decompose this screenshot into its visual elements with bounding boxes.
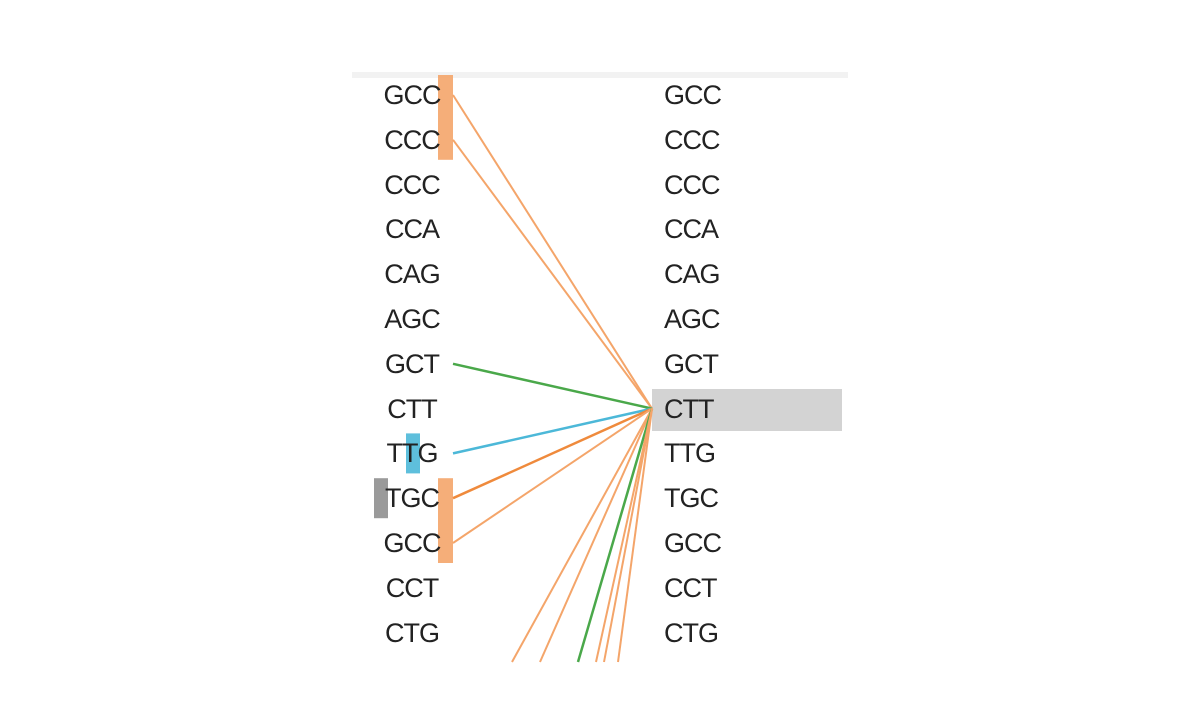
right-codon: AGC: [664, 304, 721, 334]
link-line: [452, 407, 653, 500]
top-band: [352, 72, 848, 78]
row-marker: [438, 478, 453, 563]
right-codon: CCC: [664, 124, 721, 155]
right-codon: CAG: [664, 259, 721, 290]
left-codon: CTT: [387, 393, 437, 424]
link-line: [452, 94, 653, 410]
left-codon: CCC: [384, 169, 441, 200]
right-codon: CCA: [664, 214, 719, 245]
link-line: [452, 139, 653, 410]
left-codon: CCC: [384, 124, 441, 155]
row-marker: [406, 433, 420, 474]
link-line: [452, 407, 653, 544]
left-codon: CAG: [384, 259, 441, 290]
left-codon: GCC: [383, 528, 442, 558]
row-marker: [438, 75, 453, 160]
link-line-offscreen: [539, 408, 653, 663]
link-line-offscreen: [576, 408, 654, 663]
left-codon: CCT: [385, 572, 440, 603]
link-line-offscreen: [603, 408, 653, 663]
link-line-offscreen: [617, 408, 653, 663]
selected-row-highlight: [652, 388, 842, 431]
right-codon: CTG: [664, 617, 719, 648]
left-codon: AGC: [384, 304, 441, 334]
left-codon: GCT: [385, 348, 440, 379]
link-line: [452, 362, 653, 410]
right-codon: CCT: [664, 572, 718, 603]
row-marker: [374, 478, 388, 519]
right-codon: TGC: [664, 483, 719, 514]
left-codon: TGC: [385, 483, 440, 514]
right-codon: GCC: [664, 528, 722, 558]
link-line-offscreen: [595, 408, 653, 663]
left-codon: CTG: [385, 617, 440, 648]
right-codon: TTG: [664, 438, 716, 469]
left-codon: CCA: [384, 214, 440, 245]
right-codon: CTT: [664, 393, 714, 424]
right-codon: GCC: [664, 80, 722, 110]
right-codon: CCC: [664, 169, 721, 200]
link-line-offscreen: [511, 408, 653, 663]
left-codon: TTG: [386, 438, 439, 469]
link-line: [452, 407, 653, 455]
right-codon: GCT: [664, 348, 719, 379]
left-codon: GCC: [383, 80, 442, 110]
